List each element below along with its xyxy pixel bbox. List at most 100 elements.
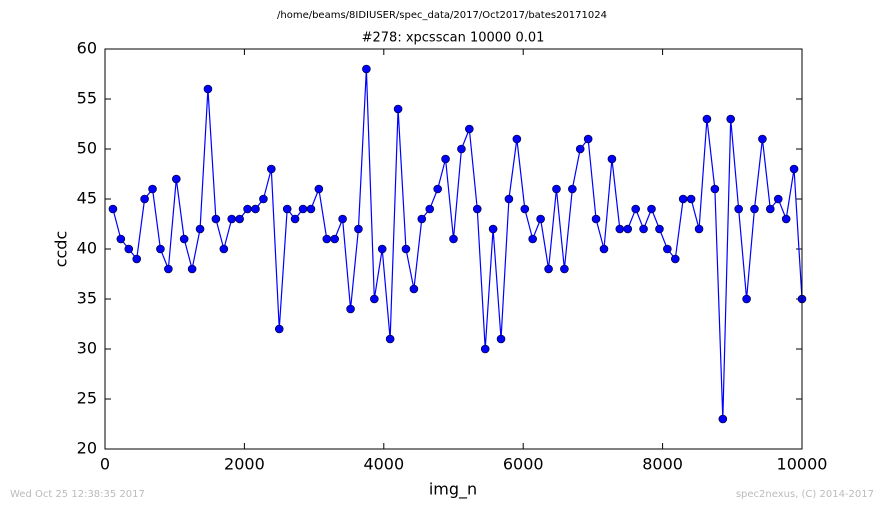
data-point <box>259 194 268 204</box>
data-point <box>655 224 664 234</box>
data-point <box>203 84 213 94</box>
data-point <box>686 194 696 204</box>
data-point <box>179 234 189 244</box>
data-point <box>710 184 720 194</box>
x-tick-label: 8000 <box>642 455 683 474</box>
y-tick-label: 55 <box>77 89 97 108</box>
y-tick-label: 40 <box>77 239 97 258</box>
x-tick-label: 4000 <box>363 455 404 474</box>
data-point <box>417 214 427 224</box>
data-point <box>520 204 530 214</box>
data-point <box>187 264 197 274</box>
data-point <box>132 254 142 264</box>
data-point <box>472 204 482 214</box>
data-point <box>433 184 442 194</box>
data-point <box>457 144 466 154</box>
data-point <box>156 244 165 254</box>
data-point <box>322 234 332 244</box>
data-point <box>765 204 775 214</box>
y-tick-label: 60 <box>77 39 97 58</box>
data-point <box>314 184 324 194</box>
data-point <box>385 334 395 344</box>
data-point <box>267 164 276 174</box>
data-point <box>615 224 625 234</box>
data-point <box>536 214 545 224</box>
data-point <box>298 204 308 214</box>
data-point <box>116 234 126 244</box>
data-point <box>568 184 577 194</box>
data-point <box>678 194 688 204</box>
data-point <box>124 244 134 254</box>
data-point <box>290 214 300 224</box>
data-point <box>639 224 648 234</box>
data-point <box>377 244 387 254</box>
data-point <box>354 224 363 234</box>
data-point <box>560 264 569 274</box>
data-point <box>623 224 633 234</box>
data-point <box>512 134 522 144</box>
data-point <box>148 184 157 194</box>
chart-title: #278: xpcsscan 10000 0.01 <box>362 31 545 46</box>
data-point <box>449 234 458 244</box>
data-point <box>599 244 609 254</box>
data-point <box>338 214 347 224</box>
data-point <box>734 204 743 214</box>
y-tick-label: 30 <box>77 339 97 358</box>
y-tick-label: 50 <box>77 139 97 158</box>
data-point <box>346 304 355 314</box>
data-point <box>219 244 229 254</box>
data-point <box>195 224 205 234</box>
data-point <box>409 284 419 294</box>
data-point <box>702 114 712 124</box>
data-point <box>750 204 759 214</box>
data-point <box>108 204 118 214</box>
data-point <box>480 344 490 354</box>
data-point <box>235 214 244 224</box>
data-point <box>401 244 411 254</box>
data-point <box>362 64 371 74</box>
data-point <box>591 214 601 224</box>
data-point <box>211 214 221 224</box>
data-point <box>773 194 783 204</box>
data-point <box>243 204 252 214</box>
y-tick-label: 35 <box>77 289 97 308</box>
data-point <box>172 174 181 184</box>
data-point <box>726 114 735 124</box>
data-point <box>496 334 506 344</box>
y-tick-label: 20 <box>77 439 97 458</box>
data-point <box>758 134 767 144</box>
data-point <box>718 414 728 424</box>
footer-left: Wed Oct 25 12:38:35 2017 <box>10 489 145 500</box>
y-tick-label: 25 <box>77 389 97 408</box>
x-tick-label: 2000 <box>224 455 265 474</box>
data-point <box>789 164 799 174</box>
data-point <box>251 204 260 214</box>
data-point <box>528 234 537 244</box>
data-point <box>607 154 617 164</box>
y-axis-label: ccdc <box>52 231 71 268</box>
data-point <box>441 154 450 164</box>
data-point <box>552 184 561 194</box>
x-axis-label: img_n <box>429 480 477 500</box>
data-point <box>164 264 173 274</box>
data-point <box>140 194 149 204</box>
data-point <box>663 244 672 254</box>
y-tick-label: 45 <box>77 189 97 208</box>
data-point <box>504 194 514 204</box>
data-point <box>282 204 292 214</box>
x-tick-label: 6000 <box>503 455 544 474</box>
data-point <box>393 104 403 114</box>
footer-right: spec2nexus, (C) 2014-2017 <box>736 489 874 500</box>
data-point <box>488 224 498 234</box>
data-point <box>781 214 791 224</box>
data-point <box>330 234 339 244</box>
data-point <box>670 254 680 264</box>
x-tick-label: 10000 <box>777 455 828 474</box>
plot-frame <box>104 48 803 450</box>
data-point <box>647 204 656 214</box>
data-point <box>306 204 316 214</box>
data-point <box>370 294 379 304</box>
data-point <box>631 204 640 214</box>
data-point <box>544 264 553 274</box>
